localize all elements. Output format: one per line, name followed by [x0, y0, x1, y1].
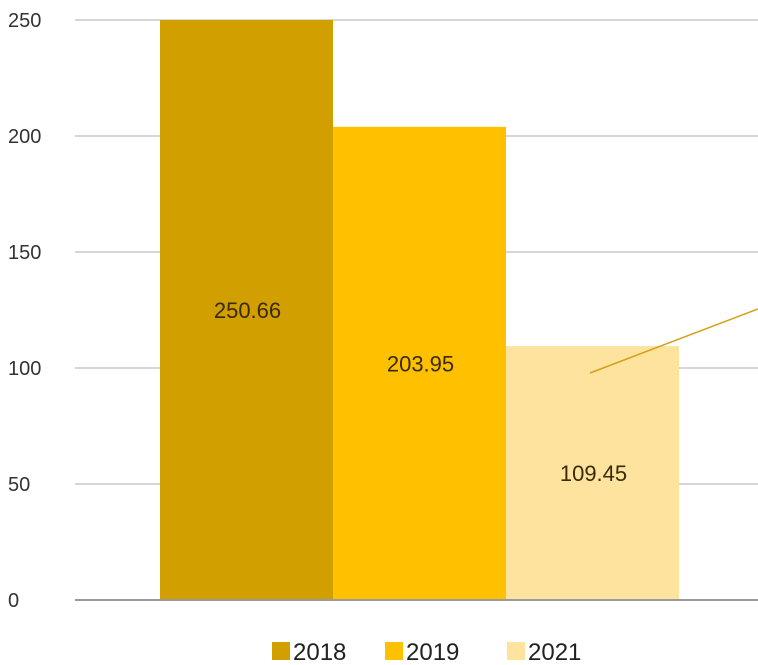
legend-swatch-2019 [385, 642, 403, 660]
data-label-2021: 109.45 [560, 461, 627, 486]
y-tick-label: 200 [8, 126, 41, 148]
legend: 2018 2019 2021 [272, 639, 581, 665]
y-axis-tick-labels: 0 50 100 150 200 250 [8, 10, 41, 612]
data-labels: 250.66 203.95 109.45 [214, 298, 627, 486]
bar-2018 [160, 20, 333, 600]
data-label-2018: 250.66 [214, 298, 281, 323]
data-label-2019: 203.95 [387, 351, 454, 376]
y-tick-label: 250 [8, 10, 41, 32]
legend-swatch-2018 [272, 642, 290, 660]
legend-label-2018: 2018 [293, 639, 346, 665]
bar-2019 [333, 126, 506, 600]
y-tick-label: 100 [8, 358, 41, 380]
y-tick-label: 0 [8, 590, 19, 612]
legend-label-2021: 2021 [528, 639, 581, 665]
y-tick-label: 50 [8, 474, 30, 496]
bars [160, 20, 679, 600]
bar-2021 [506, 346, 679, 600]
legend-label-2019: 2019 [406, 639, 459, 665]
y-tick-label: 150 [8, 242, 41, 264]
legend-swatch-2021 [507, 642, 525, 660]
annotation-line [589, 308, 758, 374]
